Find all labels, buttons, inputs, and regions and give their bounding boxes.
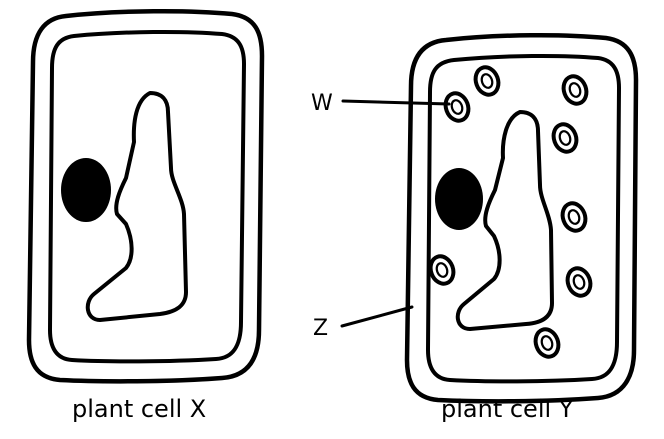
chloroplast	[428, 254, 456, 286]
cell-y-vacuole	[455, 110, 554, 331]
chloroplast	[565, 266, 593, 298]
pointer-line-w	[341, 99, 451, 106]
cell-y-wall	[404, 32, 639, 404]
plant-cell-x	[26, 8, 265, 384]
cell-x-membrane	[48, 29, 246, 364]
chloroplast	[561, 74, 589, 106]
cell-y-nucleus	[435, 168, 483, 230]
chloroplast	[533, 327, 561, 359]
cell-x-nucleus	[61, 158, 111, 222]
cell-x-wall	[26, 8, 265, 384]
cell-x-vacuole	[85, 91, 188, 322]
chloroplast	[443, 91, 471, 123]
caption-cell-y: plant cell Y	[441, 395, 574, 423]
plant-cell-y	[404, 32, 639, 404]
chloroplast	[560, 201, 588, 233]
caption-cell-x: plant cell X	[72, 395, 207, 423]
chloroplast	[551, 122, 579, 154]
label-w: W	[311, 91, 333, 116]
pointer-line-z	[340, 305, 414, 328]
cell-y-membrane	[426, 53, 621, 384]
chloroplast	[473, 65, 501, 97]
label-z: Z	[313, 316, 329, 341]
